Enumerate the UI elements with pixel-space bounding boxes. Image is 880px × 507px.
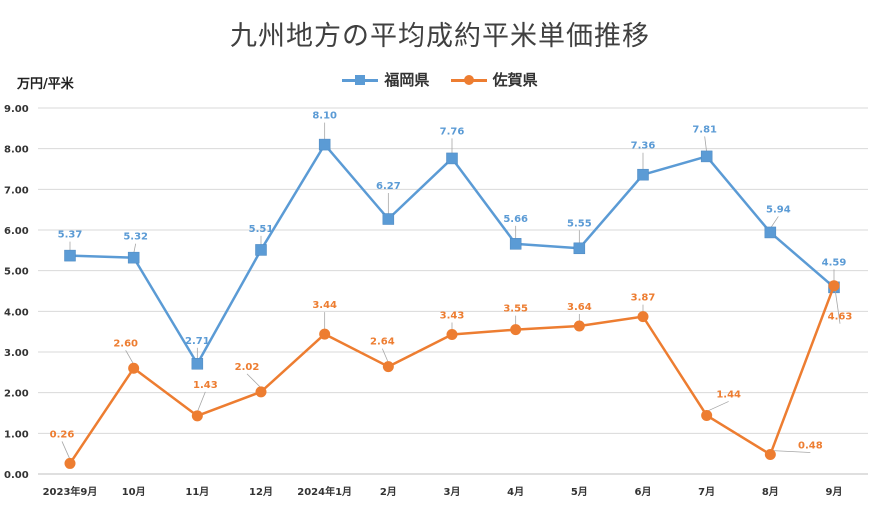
chart-title: 九州地方の平均成約平米単価推移 xyxy=(230,21,650,52)
data-label: 7.81 xyxy=(692,124,717,135)
x-tick-label: 4月 xyxy=(507,486,524,498)
data-point xyxy=(319,328,331,340)
data-point xyxy=(127,251,140,264)
x-tick-label: 6月 xyxy=(635,486,652,498)
legend-swatch-saga xyxy=(450,73,487,87)
data-point xyxy=(764,226,777,239)
x-tick-label: 2月 xyxy=(380,486,397,498)
x-tick-label: 8月 xyxy=(762,486,779,498)
chart-legend: 福岡県 佐賀県 xyxy=(0,69,880,91)
data-point xyxy=(637,311,649,323)
data-point xyxy=(573,242,586,255)
x-tick-label: 5月 xyxy=(571,486,588,498)
data-label: 4.63 xyxy=(828,312,853,323)
data-point xyxy=(382,361,394,373)
data-point xyxy=(446,329,458,341)
data-label: 2.60 xyxy=(113,338,138,349)
data-point xyxy=(701,409,713,421)
data-point xyxy=(128,362,140,374)
x-tick-label: 12月 xyxy=(249,486,273,498)
data-label: 5.94 xyxy=(766,204,791,215)
data-point xyxy=(510,324,522,336)
x-tick-label: 2024年1月 xyxy=(297,485,352,498)
data-label: 2.64 xyxy=(370,337,395,348)
legend-swatch-fukuoka xyxy=(342,73,379,87)
legend-item-fukuoka: 福岡県 xyxy=(342,69,429,90)
data-point xyxy=(191,410,203,422)
data-label: 6.27 xyxy=(376,181,401,192)
data-point xyxy=(64,249,76,262)
y-tick-label: 0.00 xyxy=(4,470,29,481)
data-label: 5.51 xyxy=(249,224,274,235)
data-label: 1.43 xyxy=(193,380,218,391)
data-label-leader xyxy=(381,348,389,363)
data-label: 0.48 xyxy=(798,440,823,451)
data-label: 7.36 xyxy=(631,141,656,152)
data-point xyxy=(764,448,776,460)
data-point xyxy=(382,213,395,225)
data-label: 5.66 xyxy=(503,214,528,225)
x-tick-label: 10月 xyxy=(122,486,146,498)
y-tick-label: 6.00 xyxy=(4,226,29,237)
data-label: 8.10 xyxy=(312,111,337,122)
data-point xyxy=(637,168,649,181)
data-label: 3.44 xyxy=(312,300,337,311)
data-label: 5.37 xyxy=(58,230,83,241)
data-label: 7.76 xyxy=(440,126,465,137)
y-axis-unit-label: 万円/平米 xyxy=(17,77,74,92)
data-label-leader xyxy=(706,401,729,412)
legend-item-saga: 佐賀県 xyxy=(450,69,538,90)
data-label: 3.55 xyxy=(503,304,528,315)
x-tick-label: 9月 xyxy=(826,486,843,498)
data-point xyxy=(446,152,458,165)
x-tick-label: 2023年9月 xyxy=(43,485,98,498)
x-tick-label: 7月 xyxy=(698,486,715,498)
data-label-leader xyxy=(770,450,811,453)
y-tick-label: 7.00 xyxy=(4,185,29,196)
x-tick-label: 3月 xyxy=(444,486,461,498)
y-tick-label: 3.00 xyxy=(4,348,29,359)
legend-label-fukuoka: 福岡県 xyxy=(384,71,430,89)
data-point xyxy=(255,386,267,398)
data-point xyxy=(318,138,331,151)
data-label: 3.87 xyxy=(631,293,656,304)
data-label: 1.44 xyxy=(716,389,741,400)
data-label-leader xyxy=(196,391,206,412)
data-point xyxy=(191,358,204,370)
data-label: 0.26 xyxy=(50,429,75,440)
data-label: 4.59 xyxy=(822,257,847,268)
data-point xyxy=(573,320,585,332)
y-tick-label: 4.00 xyxy=(4,307,29,318)
data-label: 2.02 xyxy=(235,362,260,373)
data-label: 5.55 xyxy=(567,218,592,229)
data-point xyxy=(255,244,267,256)
data-label: 3.43 xyxy=(440,311,465,322)
y-tick-label: 9.00 xyxy=(4,104,29,115)
y-tick-label: 1.00 xyxy=(4,429,29,440)
data-label: 2.71 xyxy=(185,336,210,347)
data-point xyxy=(509,238,522,250)
y-tick-label: 5.00 xyxy=(4,267,29,278)
data-label: 5.32 xyxy=(123,232,148,243)
data-point xyxy=(828,280,840,292)
data-point xyxy=(700,150,713,163)
y-tick-label: 2.00 xyxy=(4,389,29,400)
data-label-leader xyxy=(61,441,71,460)
data-label-leader xyxy=(704,136,708,153)
y-tick-label: 8.00 xyxy=(4,145,29,156)
x-tick-label: 11月 xyxy=(185,486,209,498)
data-label: 3.64 xyxy=(567,302,592,313)
data-label-leader xyxy=(770,216,779,229)
data-label-leader xyxy=(125,350,135,365)
data-label-leader xyxy=(246,373,262,389)
data-point xyxy=(64,457,76,469)
legend-label-saga: 佐賀県 xyxy=(492,71,538,89)
